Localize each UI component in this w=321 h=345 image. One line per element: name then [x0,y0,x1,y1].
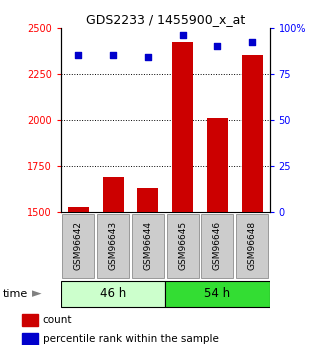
Text: GSM96642: GSM96642 [74,221,83,270]
Bar [103,177,124,212]
Bar [137,188,158,212]
Bar [22,314,38,326]
Text: GSM96646: GSM96646 [213,221,222,270]
Bar [61,281,165,307]
Text: ►: ► [32,288,42,300]
Bar [165,281,270,307]
Text: GSM96648: GSM96648 [248,221,257,270]
Text: GSM96645: GSM96645 [178,221,187,270]
Bar [167,214,199,278]
Text: count: count [43,315,72,325]
Text: 54 h: 54 h [204,287,230,300]
Bar [242,55,263,212]
Bar [172,42,193,212]
Text: time: time [3,289,29,299]
Text: 46 h: 46 h [100,287,126,300]
Point [180,32,185,38]
Point [215,43,220,49]
Bar [202,214,233,278]
Bar [97,214,129,278]
Bar [207,118,228,212]
Point [110,52,116,58]
Title: GDS2233 / 1455900_x_at: GDS2233 / 1455900_x_at [86,13,245,27]
Bar [236,214,268,278]
Text: percentile rank within the sample: percentile rank within the sample [43,334,219,344]
Text: GSM96644: GSM96644 [143,221,152,270]
Bar [22,333,38,345]
Bar [132,214,164,278]
Point [145,55,151,60]
Point [250,40,255,45]
Text: GSM96643: GSM96643 [108,221,118,270]
Bar [68,207,89,212]
Bar [62,214,94,278]
Point [76,52,81,58]
